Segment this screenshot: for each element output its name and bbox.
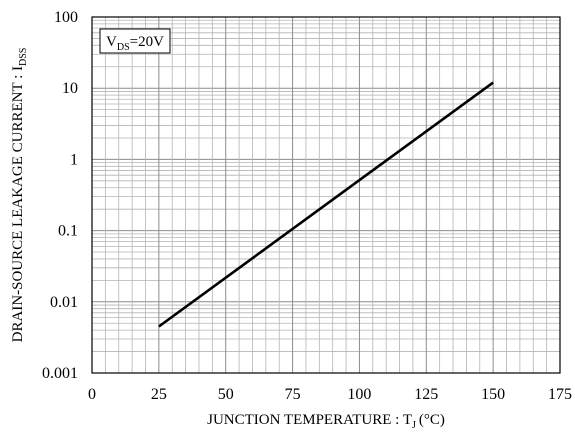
x-tick-label: 175 [548, 386, 572, 403]
x-tick-label: 100 [347, 386, 371, 403]
x-tick-label: 0 [88, 386, 96, 403]
y-tick-label: 100 [54, 9, 78, 26]
x-tick-label: 150 [481, 386, 505, 403]
x-tick-label: 25 [151, 386, 167, 403]
y-tick-label: 1 [70, 151, 78, 168]
x-axis-label: JUNCTION TEMPERATURE : TJ (°C) [207, 412, 445, 431]
y-tick-label: 10 [62, 80, 78, 97]
y-tick-label: 0.001 [42, 365, 78, 382]
y-tick-label: 0.1 [58, 223, 78, 240]
x-tick-labels: 0 25 50 75 100 125 150 175 [88, 386, 572, 403]
y-tick-label: 0.01 [50, 294, 78, 311]
annotation-label: VDS=20V [106, 34, 164, 53]
grid [92, 17, 560, 374]
x-tick-label: 75 [285, 386, 301, 403]
y-tick-labels: 0.001 0.01 0.1 1 10 100 [42, 9, 78, 382]
annotation-box: VDS=20V [99, 28, 171, 54]
x-tick-label: 125 [414, 386, 438, 403]
x-tick-label: 50 [218, 386, 234, 403]
series-layer [158, 81, 494, 328]
plot-frame [91, 16, 561, 374]
series-line [158, 81, 494, 328]
y-axis-label: DRAIN-SOURCE LEAKAGE CURRENT : IDSS [10, 48, 29, 343]
